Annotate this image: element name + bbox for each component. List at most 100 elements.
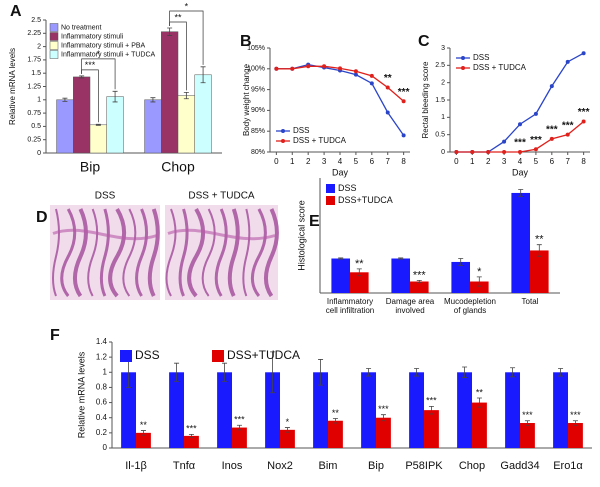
error-bar	[458, 258, 464, 266]
image-caption: DSS	[95, 191, 116, 202]
point	[290, 66, 295, 71]
bar	[217, 372, 232, 448]
legend-label: DSS	[135, 348, 160, 362]
error-bar	[524, 420, 530, 426]
error-bar	[572, 420, 578, 426]
tissue-fold	[147, 208, 160, 297]
error-bar	[270, 351, 276, 394]
bar	[530, 250, 549, 293]
annotation: ***	[514, 138, 526, 149]
panel-label: A	[10, 3, 22, 20]
point	[518, 150, 522, 154]
bracket	[81, 58, 116, 90]
point	[533, 147, 538, 152]
tissue-fold	[87, 208, 99, 297]
y-tick-label: 1	[37, 97, 41, 104]
annotation: ***	[562, 120, 574, 131]
error-bar	[558, 368, 564, 377]
x-tick-label: P58IPK	[405, 460, 443, 472]
x-tick-label: 6	[370, 157, 375, 166]
legend-marker	[281, 139, 285, 143]
y-axis-label: Relative mRNA levels	[76, 351, 86, 438]
error-bar	[183, 91, 189, 100]
y-tick-label: 90%	[251, 107, 265, 114]
x-tick-label: 3	[322, 157, 327, 166]
image-caption: DSS + TUDCA	[188, 191, 255, 202]
bar	[376, 417, 391, 448]
annotation: *	[185, 1, 189, 11]
x-tick-label: Gadd34	[500, 460, 539, 472]
bar	[265, 372, 280, 448]
bar	[424, 410, 439, 448]
significance: *	[286, 417, 290, 427]
bar	[184, 435, 199, 448]
bar	[121, 372, 136, 448]
x-tick-label: 8	[401, 157, 406, 166]
tissue-fold	[60, 208, 77, 297]
tissue-fold	[108, 207, 127, 298]
tissue-fold	[122, 208, 137, 297]
bar	[169, 372, 184, 448]
error-bar	[150, 97, 156, 103]
significance: ***	[413, 269, 427, 281]
x-tick-label: 7	[386, 157, 391, 166]
x-tick-label: Tnfα	[173, 460, 196, 472]
x-tick-label: 3	[502, 157, 507, 166]
legend-label: DSS	[293, 126, 309, 135]
legend-label: Inflammatory stimuli + PBA	[61, 42, 146, 49]
point	[518, 122, 522, 127]
bar	[194, 74, 212, 154]
bar	[361, 372, 376, 448]
bar	[568, 423, 583, 448]
x-tick-label: 0	[454, 157, 459, 166]
significance: **	[332, 408, 340, 418]
bar	[328, 420, 343, 448]
error-bar	[518, 189, 524, 197]
point	[533, 111, 538, 116]
y-tick-label: 0.8	[96, 383, 108, 392]
y-tick-label: 0.2	[96, 428, 108, 437]
error-bar	[112, 90, 118, 103]
bar	[89, 124, 107, 154]
tissue-fold	[250, 208, 267, 297]
bar	[410, 281, 429, 293]
error-bar	[332, 418, 338, 424]
error-bar	[380, 414, 386, 422]
y-axis-label: Histological score	[296, 200, 306, 271]
error-bar	[174, 362, 180, 382]
significance: ***	[234, 415, 245, 425]
bar	[520, 423, 535, 448]
y-tick-label: 85%	[251, 128, 265, 135]
annotation: ***	[546, 124, 558, 135]
x-tick-label: Inos	[222, 460, 243, 472]
bar	[391, 258, 410, 293]
x-tick-label: 4	[518, 157, 523, 166]
tissue-fold	[187, 207, 206, 298]
bar	[511, 192, 530, 293]
y-tick-label: 0.75	[27, 110, 41, 117]
y-tick-label: 2	[37, 43, 41, 50]
annotation: ***	[578, 107, 590, 118]
x-tick-label: Bip	[368, 460, 384, 472]
y-tick-label: 0	[441, 149, 445, 156]
bar	[280, 429, 295, 448]
x-tick-label: Total	[521, 297, 539, 306]
y-tick-label: 1.5	[435, 97, 445, 104]
legend-label: DSS + TUDCA	[293, 136, 347, 145]
y-tick-label: 1.25	[27, 83, 41, 90]
annotation: **	[174, 12, 182, 22]
x-tick-label: Damage area involved	[385, 297, 435, 316]
point	[353, 72, 358, 77]
error-bar	[476, 397, 482, 408]
x-tick-label: Chop	[161, 159, 195, 175]
point	[385, 85, 390, 90]
legend-swatch	[49, 41, 59, 50]
significance: **	[476, 387, 484, 397]
y-tick-label: 1	[441, 114, 445, 121]
legend-label: Inflammatory stimuli + TUDCA	[61, 51, 156, 58]
x-tick-label: Mucodepletion of glands	[443, 297, 497, 316]
point	[369, 81, 374, 86]
point	[401, 99, 406, 104]
y-tick-label: 100%	[247, 66, 265, 73]
